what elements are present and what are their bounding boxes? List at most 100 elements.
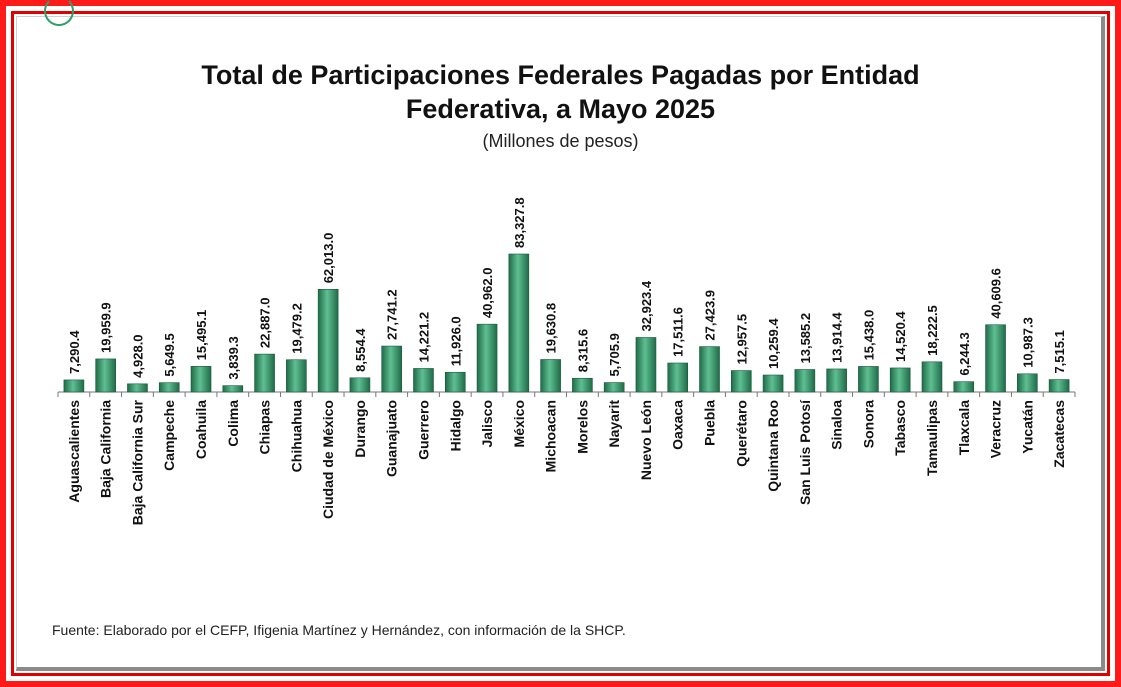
category-label: Sinaloa	[829, 400, 845, 450]
data-label: 5,649.5	[162, 333, 177, 376]
data-label: 13,914.4	[830, 312, 845, 363]
category-label: Veracruz	[988, 400, 1004, 458]
red-frame-inner	[11, 11, 1110, 676]
bar	[444, 371, 466, 393]
bar	[190, 366, 212, 393]
source-footnote: Fuente: Elaborado por el CEFP, Ifigenia …	[52, 622, 626, 638]
bar	[1017, 373, 1038, 393]
bar	[858, 366, 879, 393]
category-label: Durango	[352, 400, 368, 458]
category-label: Aguascalientes	[66, 400, 82, 503]
data-label: 10,987.3	[1020, 317, 1035, 368]
bar	[540, 359, 561, 393]
bar	[953, 381, 975, 393]
category-label: Morelos	[574, 400, 590, 454]
bar	[349, 377, 371, 393]
bar	[730, 370, 752, 393]
data-label: 11,926.0	[448, 316, 463, 366]
bar	[794, 369, 816, 393]
bar	[286, 359, 307, 393]
data-label: 6,244.3	[957, 332, 972, 375]
bar	[635, 337, 657, 393]
category-label: Michoacan	[543, 400, 559, 472]
bar	[476, 323, 498, 393]
data-label: 14,221.2	[416, 312, 431, 363]
category-label: Ciudad de México	[320, 400, 336, 519]
chart-subtitle: (Millones de pesos)	[482, 131, 639, 151]
data-label: 8,315.6	[575, 329, 590, 372]
data-label: 40,962.0	[480, 268, 495, 319]
bar	[127, 383, 148, 393]
chart-title-line-1: Total de Participaciones Federales Pagad…	[201, 60, 920, 90]
category-label: Zacatecas	[1051, 400, 1067, 468]
category-label: Puebla	[702, 400, 718, 446]
data-label: 12,957.5	[734, 314, 749, 365]
bar	[158, 382, 180, 393]
bar	[985, 324, 1006, 393]
category-label: Sonora	[860, 400, 876, 448]
bar	[603, 382, 625, 393]
category-label: Chihuahua	[288, 400, 304, 473]
data-label: 40,609.6	[989, 268, 1004, 319]
category-label: Guanajuato	[384, 400, 400, 477]
category-label: Tlaxcala	[956, 400, 972, 455]
category-label: México	[511, 400, 527, 447]
bar	[889, 367, 911, 393]
data-label: 17,511.6	[671, 307, 686, 357]
category-label: Oaxaca	[670, 400, 686, 450]
category-label: Guerrero	[415, 400, 431, 460]
category-label: Baja California	[98, 400, 114, 498]
data-label: 5,705.9	[607, 333, 622, 376]
bar	[699, 346, 720, 393]
bar	[95, 358, 116, 393]
category-label: Quintana Roo	[765, 400, 781, 492]
category-label: Hidalgo	[447, 400, 463, 451]
category-label: Nuevo León	[638, 400, 654, 480]
data-label: 19,479.2	[289, 303, 304, 354]
category-label: Baja California Sur	[129, 399, 145, 525]
bar	[1048, 379, 1070, 393]
data-label: 19,959.9	[99, 302, 114, 353]
data-label: 15,438.0	[861, 310, 876, 361]
data-label: 18,222.5	[925, 305, 940, 356]
bar	[63, 379, 85, 393]
category-label: San Luis Potosí	[797, 399, 813, 505]
data-label: 83,327.8	[512, 197, 527, 248]
category-label: Querétaro	[733, 400, 749, 467]
bar	[921, 361, 943, 393]
bar	[667, 362, 689, 393]
data-label: 7,290.4	[67, 330, 82, 374]
corner-circle-icon	[44, 0, 74, 26]
bar	[826, 368, 847, 393]
chart-title-line-2: Federativa, a Mayo 2025	[405, 94, 716, 124]
category-label: Nayarit	[606, 400, 622, 448]
data-label: 14,520.4	[893, 311, 908, 362]
data-label: 27,741.2	[385, 289, 400, 340]
bar	[508, 253, 530, 393]
category-label: Yucatán	[1019, 400, 1035, 454]
data-label: 10,259.4	[766, 318, 781, 369]
data-label: 7,515.1	[1052, 330, 1067, 373]
data-label: 8,554.4	[353, 328, 368, 372]
category-label: Tabasco	[892, 400, 908, 456]
bar	[572, 377, 593, 393]
data-label: 15,495.1	[194, 310, 209, 361]
bar	[254, 353, 275, 393]
bar	[317, 288, 339, 393]
data-label: 4,928.0	[130, 334, 145, 377]
bar	[222, 385, 244, 393]
category-label: Jalisco	[479, 400, 495, 447]
data-label: 19,630.8	[544, 303, 559, 354]
bar	[762, 374, 784, 393]
category-label: Colima	[225, 400, 241, 447]
bar	[381, 345, 403, 393]
data-label: 3,839.3	[226, 336, 241, 379]
category-label: Chiapas	[257, 400, 273, 455]
category-label: Campeche	[161, 400, 177, 471]
data-label: 32,923.4	[639, 280, 654, 331]
category-label: Tamaulipas	[924, 400, 940, 476]
category-label: Coahuila	[193, 400, 209, 459]
data-label: 22,887.0	[258, 297, 273, 348]
